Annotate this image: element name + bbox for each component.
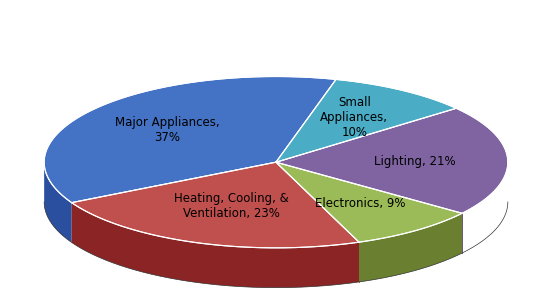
Polygon shape (72, 162, 359, 248)
Polygon shape (276, 80, 456, 162)
Polygon shape (44, 162, 72, 242)
Text: Heating, Cooling, &
Ventilation, 23%: Heating, Cooling, & Ventilation, 23% (174, 192, 289, 220)
Polygon shape (44, 76, 336, 203)
Polygon shape (276, 162, 462, 242)
Text: Major Appliances,
37%: Major Appliances, 37% (115, 116, 219, 144)
Text: Electronics, 9%: Electronics, 9% (315, 197, 405, 210)
Polygon shape (276, 108, 508, 213)
Polygon shape (359, 213, 462, 282)
Text: Lighting, 21%: Lighting, 21% (374, 155, 456, 168)
Text: Small
Appliances,
10%: Small Appliances, 10% (320, 96, 388, 139)
Polygon shape (72, 203, 359, 288)
